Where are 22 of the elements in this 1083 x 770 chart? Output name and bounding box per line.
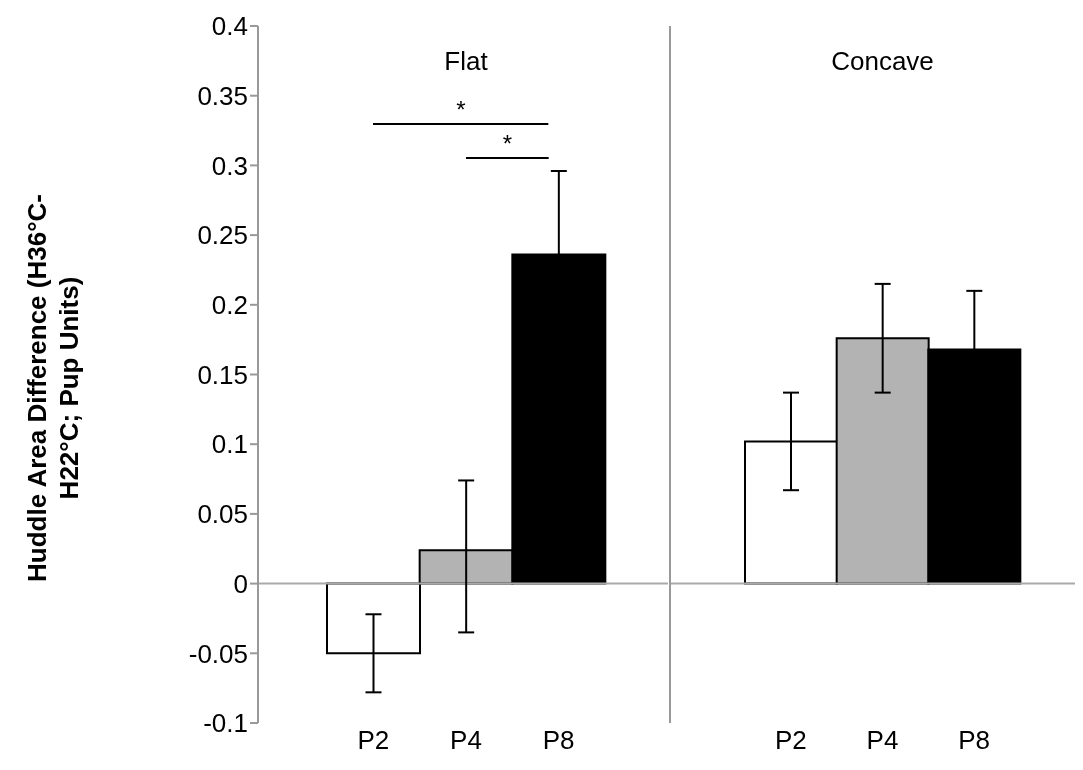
x-tick-label: P4	[866, 725, 899, 756]
y-tick-label: 0.15	[197, 359, 248, 390]
y-tick-label: 0.2	[211, 290, 248, 321]
x-tick-label: P2	[357, 725, 390, 756]
text: Flat	[443, 46, 489, 77]
x-tick-label: P4	[450, 725, 482, 756]
y-axis-title: Huddle Area Difference (H36°C-H22°C; Pup Units)	[21, 193, 85, 584]
y-tick-label: 0.35	[197, 80, 248, 111]
y-tick-label: 0	[233, 568, 248, 599]
y-tick-label: -0.05	[188, 638, 248, 669]
annotation: *	[501, 130, 513, 159]
x-tick-label: P8	[542, 725, 575, 756]
y-tick-label: -0.1	[203, 708, 248, 739]
y-tick-label: 0.1	[211, 429, 248, 460]
y-tick-label: 0.3	[211, 150, 248, 181]
x-tick-label: P8	[958, 725, 991, 756]
text: Concave	[830, 46, 935, 77]
y-tick-label: 0.25	[197, 220, 248, 251]
x-tick-label: P2	[774, 725, 807, 756]
y-tick-label: 0.05	[197, 499, 248, 530]
y-tick-label: 0.4	[211, 11, 248, 42]
annotation: *	[455, 95, 467, 124]
